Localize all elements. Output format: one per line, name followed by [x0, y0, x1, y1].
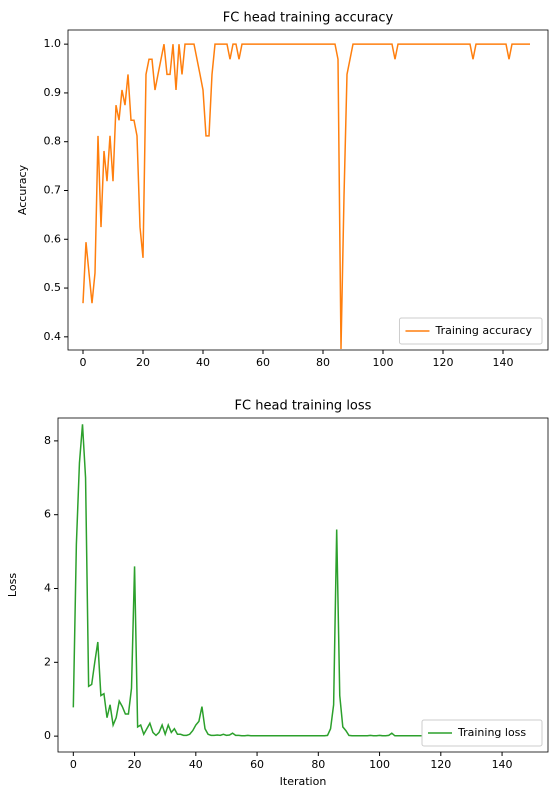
axes-frame — [57, 417, 549, 753]
x-tick-label: 120 — [433, 356, 454, 369]
chart-title: FC head training accuracy — [223, 11, 394, 26]
legend-label: Training loss — [457, 726, 526, 739]
data-line — [72, 424, 530, 737]
x-tick-label: 40 — [196, 356, 210, 369]
y-tick-label: 0.7 — [44, 183, 62, 196]
y-tick-label: 0.5 — [44, 281, 62, 294]
y-tick-label: 8 — [44, 434, 51, 447]
y-tick-label: 0.6 — [44, 232, 62, 245]
y-tick-label: 1.0 — [44, 37, 62, 50]
x-axis-label: Iteration — [280, 775, 327, 788]
x-tick-label: 140 — [493, 356, 514, 369]
y-tick-label: 0.8 — [44, 135, 62, 148]
data-line — [82, 43, 530, 350]
x-tick-label: 80 — [311, 758, 325, 771]
x-tick-label: 140 — [492, 758, 513, 771]
y-tick-label: 6 — [44, 508, 51, 521]
y-tick-label: 2 — [44, 655, 51, 668]
x-tick-label: 100 — [373, 356, 394, 369]
chart-title: FC head training loss — [235, 399, 372, 414]
y-tick-label: 0.4 — [44, 330, 62, 343]
x-tick-label: 20 — [128, 758, 142, 771]
x-tick-label: 40 — [189, 758, 203, 771]
y-tick-label: 0 — [44, 729, 51, 742]
x-tick-label: 60 — [256, 356, 270, 369]
axes-frame — [67, 29, 549, 351]
y-axis-label: Loss — [6, 573, 19, 597]
x-tick-label: 0 — [80, 356, 87, 369]
x-tick-label: 20 — [136, 356, 150, 369]
x-tick-label: 100 — [369, 758, 390, 771]
x-tick-label: 60 — [250, 758, 264, 771]
x-tick-label: 80 — [316, 356, 330, 369]
x-tick-label: 120 — [430, 758, 451, 771]
legend-box — [421, 719, 543, 747]
y-axis-label: Accuracy — [16, 164, 29, 215]
x-tick-label: 0 — [70, 758, 77, 771]
y-tick-label: 4 — [44, 582, 51, 595]
legend-label: Training accuracy — [434, 324, 532, 337]
y-tick-label: 0.9 — [44, 86, 62, 99]
legend-box — [398, 317, 543, 345]
